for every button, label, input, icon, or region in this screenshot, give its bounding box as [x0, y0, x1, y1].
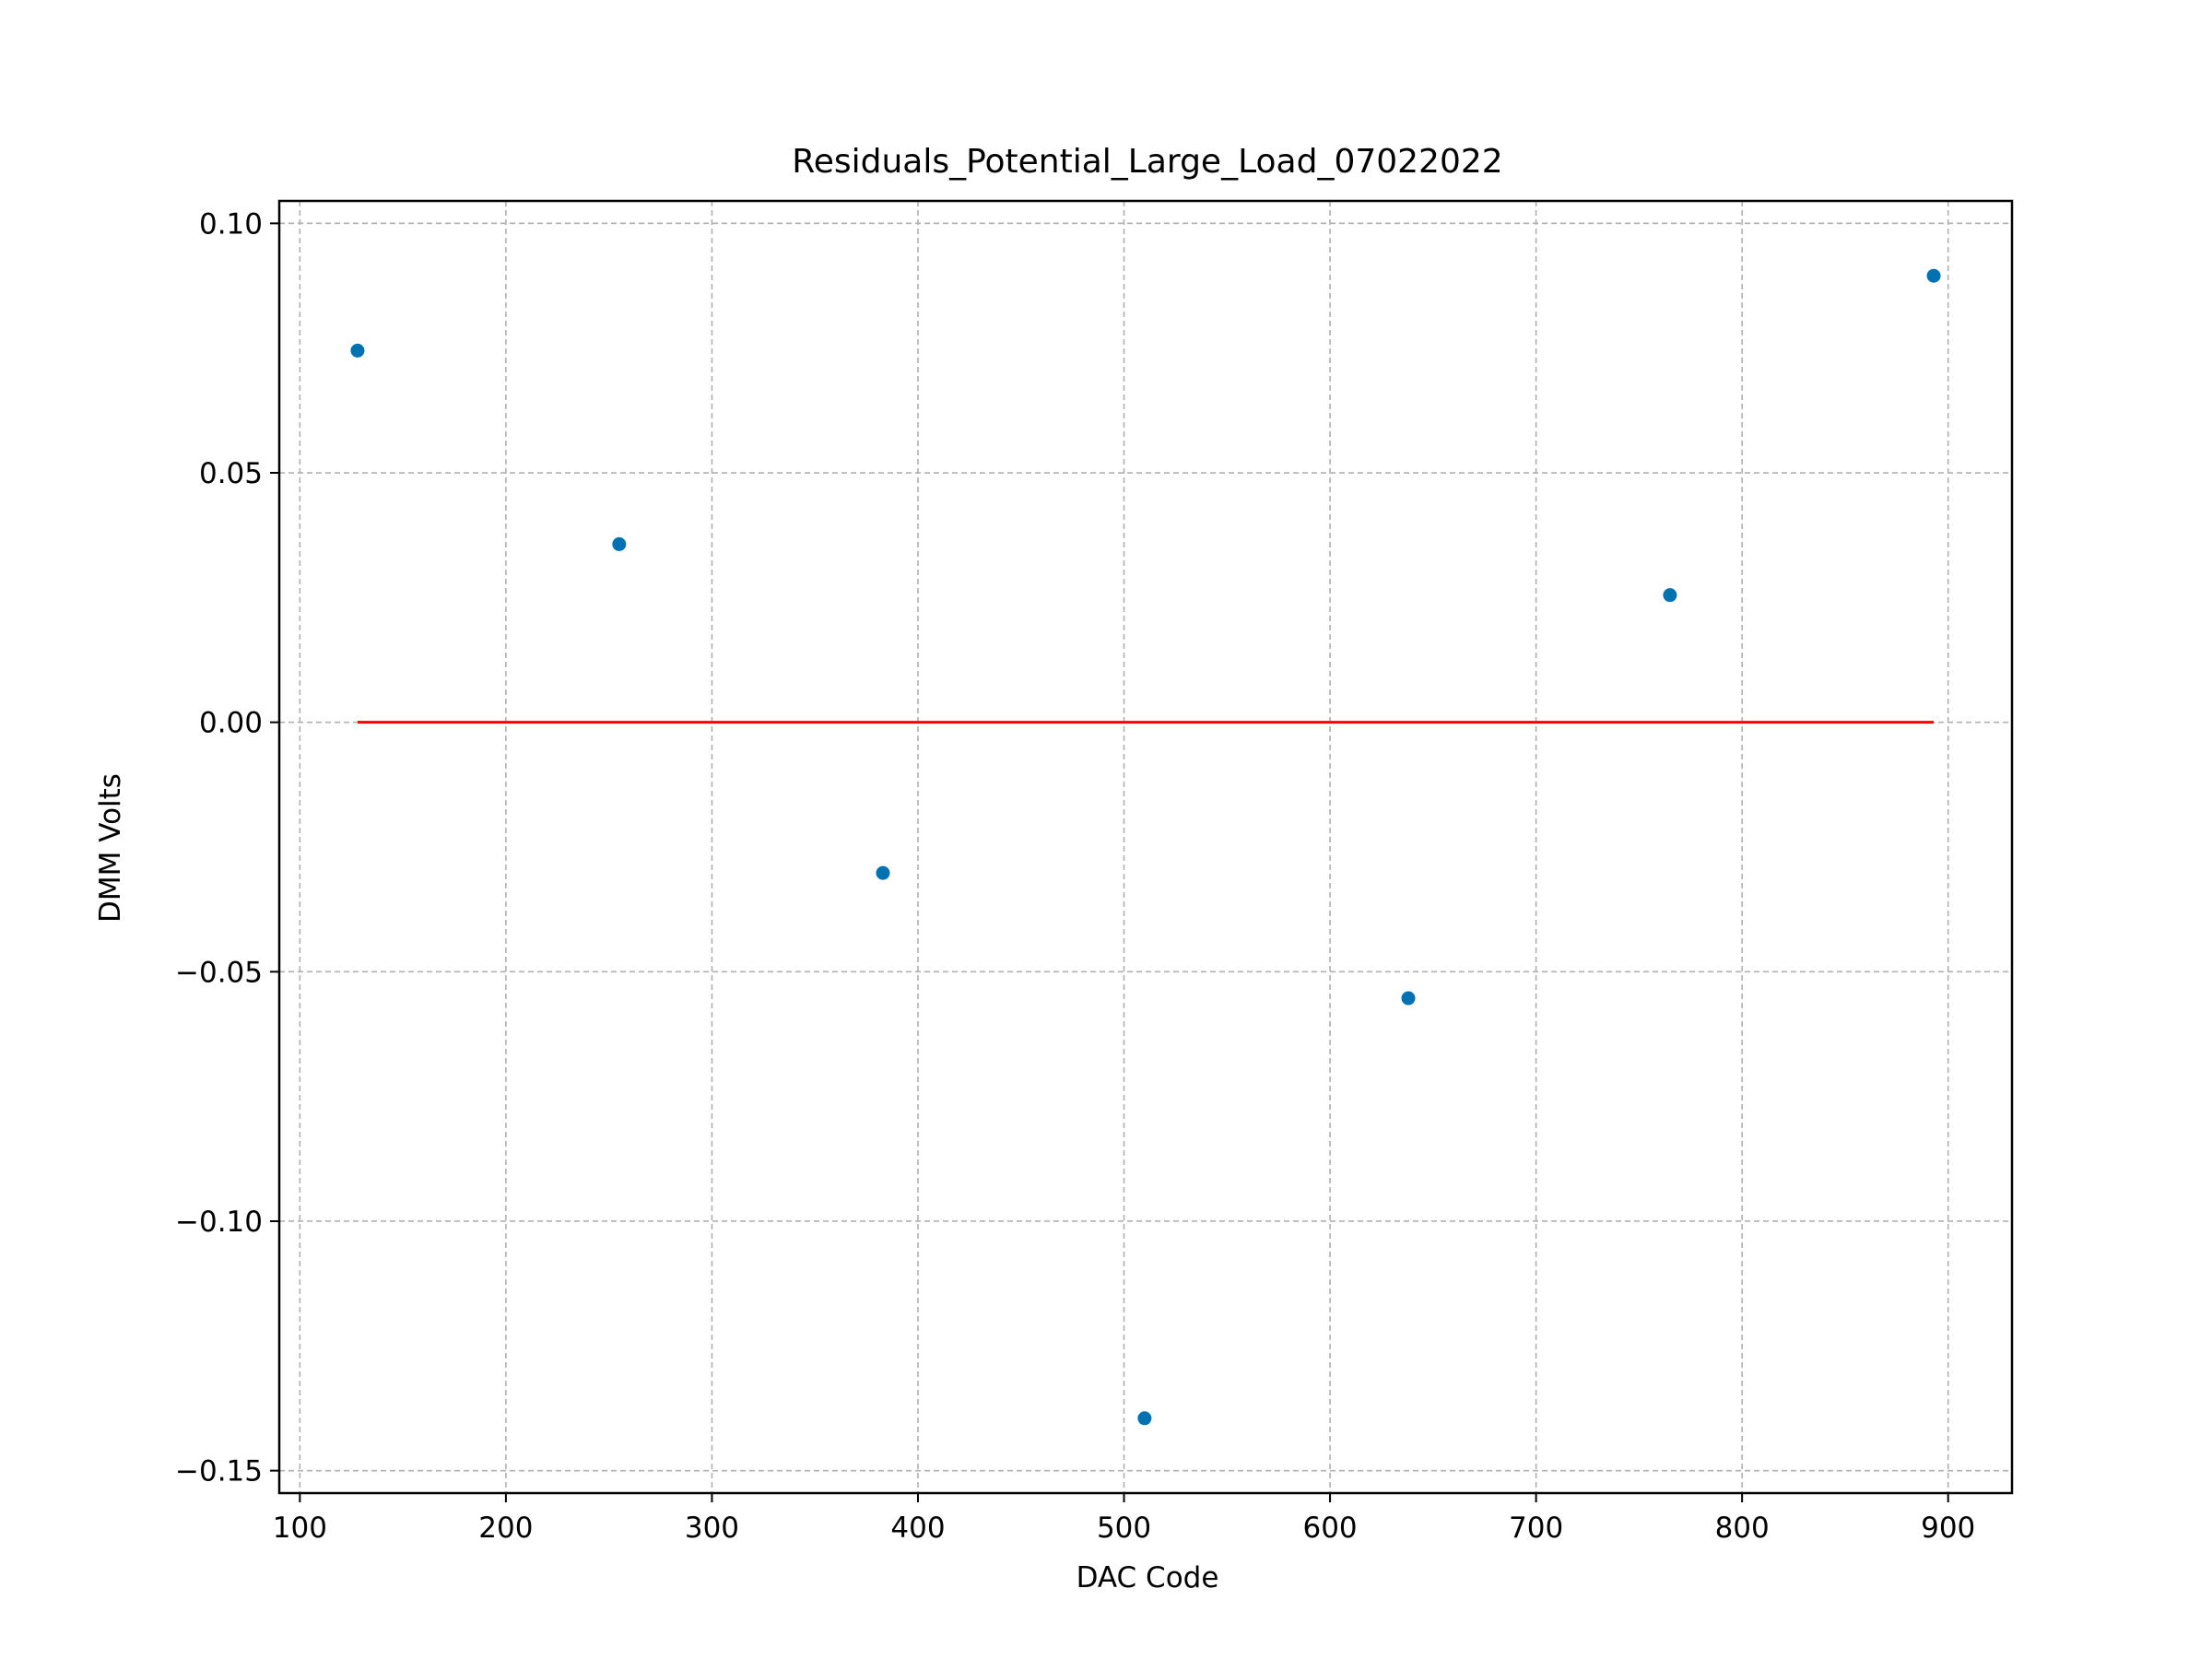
y-tick-label: 0.05 — [199, 457, 263, 490]
x-axis-label: DAC Code — [1077, 1561, 1219, 1594]
residual-point — [1401, 991, 1416, 1006]
residual-point — [612, 536, 627, 551]
y-axis-label: DMM Volts — [94, 773, 127, 923]
x-tick-label: 200 — [478, 1512, 533, 1545]
axis-ticks: 100 200 300 400 500 600 700 800 900 0.10 0.05 0.00 −… — [175, 207, 1975, 1545]
residual-point — [1926, 268, 1941, 283]
axes-frame — [277, 199, 2014, 1495]
x-tick-label: 100 — [273, 1512, 327, 1545]
x-tick-label: 900 — [1921, 1512, 1975, 1545]
x-tick-label: 400 — [890, 1512, 945, 1545]
residual-point — [876, 865, 890, 880]
plot-series — [350, 268, 1941, 1426]
residual-point — [1137, 1411, 1152, 1426]
x-tick-label: 600 — [1302, 1512, 1357, 1545]
y-tick-label: 0.10 — [199, 207, 263, 241]
grid — [279, 201, 2012, 1493]
x-tick-label: 500 — [1097, 1512, 1151, 1545]
y-tick-label: −0.10 — [175, 1206, 263, 1239]
residual-point — [1663, 588, 1677, 603]
x-tick-label: 300 — [685, 1512, 739, 1545]
x-tick-label: 800 — [1715, 1512, 1770, 1545]
y-tick-label: −0.15 — [175, 1455, 263, 1488]
y-tick-label: 0.00 — [199, 707, 263, 740]
residual-point — [350, 343, 365, 358]
chart-title: Residuals_Potential_Large_Load_07022022 — [792, 143, 1502, 181]
y-tick-label: −0.05 — [175, 956, 263, 989]
x-tick-label: 700 — [1509, 1512, 1563, 1545]
